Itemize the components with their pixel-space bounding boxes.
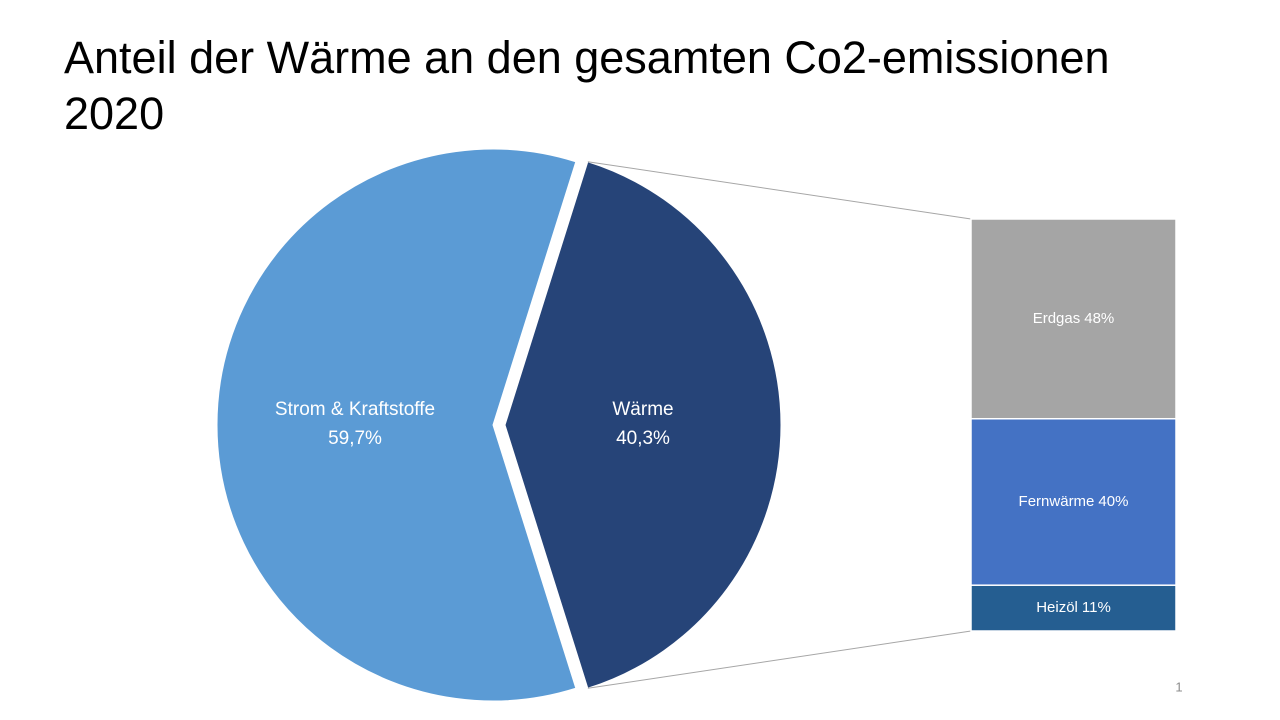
- slice-name: Wärme: [612, 399, 673, 420]
- slice-label: Strom & Kraftstoffe 59,7%: [275, 399, 435, 449]
- bar-segment: [970, 418, 1177, 586]
- connector-line: [587, 630, 972, 689]
- bar-value: 11%: [1082, 599, 1111, 616]
- bar-name: Heizöl: [1036, 599, 1078, 616]
- bar-segment: [970, 584, 1177, 632]
- slice-name: Strom & Kraftstoffe: [275, 399, 435, 420]
- bar-name: Fernwärme: [1019, 493, 1095, 510]
- slice-value: 40,3%: [616, 428, 670, 449]
- bar-label: Erdgas 48%: [1033, 310, 1115, 327]
- bar-label: Heizöl 11%: [1036, 599, 1111, 616]
- bar-value: 40%: [1098, 493, 1128, 510]
- pie-slice: [216, 148, 577, 702]
- bar-value: 48%: [1084, 310, 1114, 327]
- page-number: 1: [1175, 679, 1182, 694]
- pie-slice: [504, 161, 782, 689]
- bar-label: Fernwärme 40%: [1019, 493, 1129, 510]
- bar-segment: [970, 218, 1177, 420]
- connector-line: [587, 161, 972, 220]
- bar-name: Erdgas: [1033, 310, 1081, 327]
- chart-title: Anteil der Wärme an den gesamten Co2-emi…: [64, 32, 1110, 139]
- slice-label: Wärme 40,3%: [612, 399, 673, 449]
- slice-value: 59,7%: [328, 428, 382, 449]
